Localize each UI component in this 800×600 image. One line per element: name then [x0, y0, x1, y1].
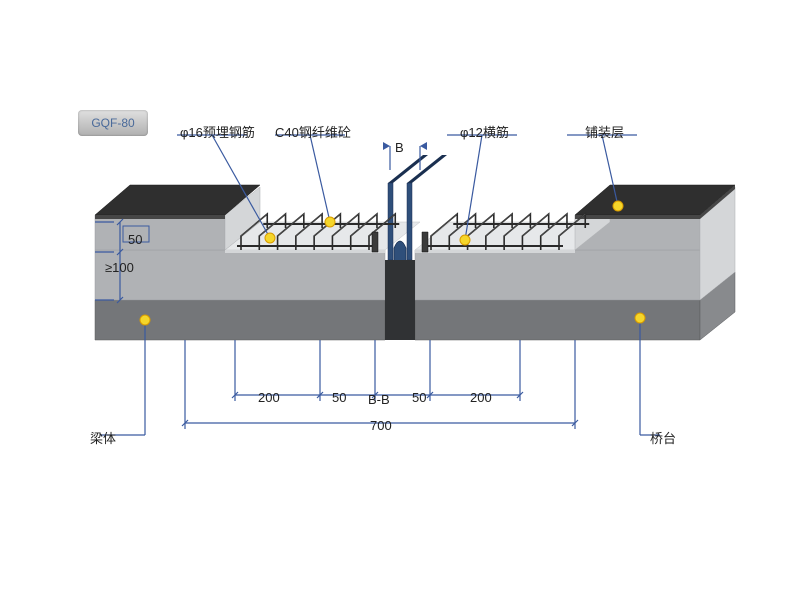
diagram-svg: [0, 0, 800, 600]
